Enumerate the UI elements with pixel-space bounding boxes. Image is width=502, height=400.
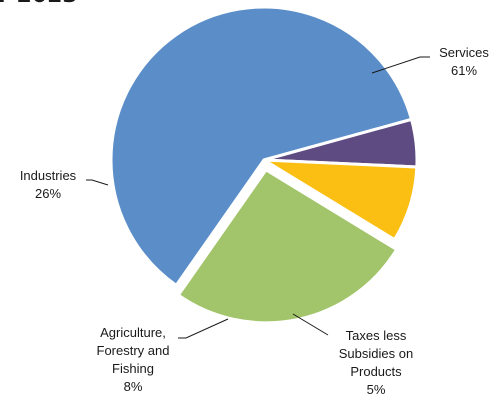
leader-line (86, 179, 109, 186)
slice-name-label: Fishing (112, 361, 154, 376)
pie-slice-industries (176, 168, 399, 325)
slice-percent-label: 5% (367, 382, 386, 397)
pie-slice-services (109, 5, 414, 287)
slice-name-label: Services (439, 45, 489, 60)
leader-line (371, 56, 430, 74)
slice-name-label: Subsidies on (339, 346, 413, 361)
leader-line (292, 313, 329, 336)
leader-line (178, 318, 229, 339)
slice-name-label: Agriculture, (100, 325, 166, 340)
slice-label: Services 61% (439, 45, 489, 78)
slice-name-label: Products (350, 364, 402, 379)
slice-labels: Services 61% Taxes less Subsidies on Product… (20, 45, 490, 397)
leader-lines (86, 56, 430, 339)
pie-slice-agriculture-forestry-and-fishing (262, 158, 419, 242)
slice-percent-label: 8% (124, 379, 143, 394)
slice-name-label: Industries (20, 168, 77, 183)
slice-label: Industries 26% (20, 168, 77, 201)
chart-title: r 2023 (0, 0, 78, 8)
slice-percent-label: 61% (451, 63, 477, 78)
slice-name-label: Forestry and (97, 343, 170, 358)
slice-label: Taxes less Subsidies on Products 5% (339, 328, 413, 397)
pie-slices (109, 5, 419, 325)
slice-percent-label: 26% (35, 186, 61, 201)
slice-name-label: Taxes less (346, 328, 407, 343)
slice-label: Agriculture, Forestry and Fishing 8% (97, 325, 170, 394)
